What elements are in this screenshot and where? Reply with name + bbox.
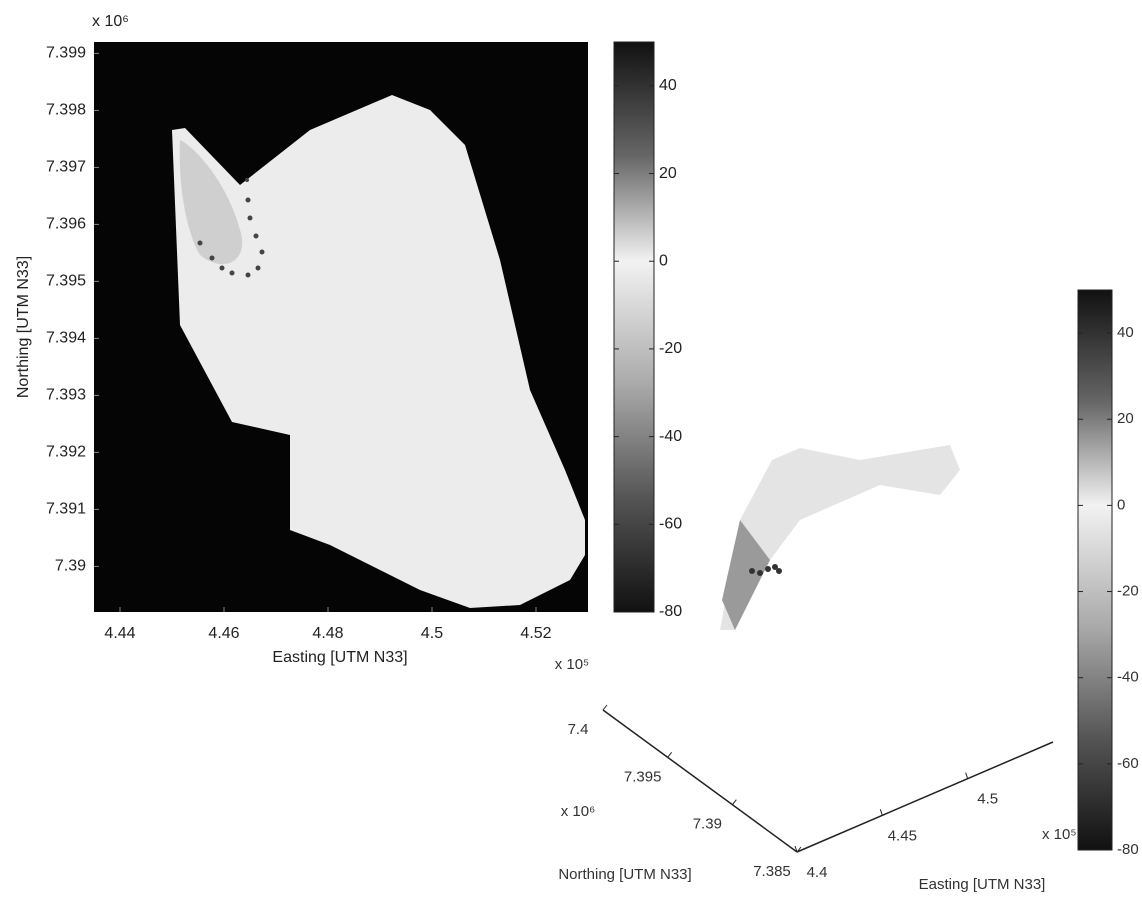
y-tick-label: 7.394 bbox=[46, 330, 86, 347]
page: x 10⁶ Easting [UTM N33] Northing [UTM N3… bbox=[0, 0, 1142, 897]
y-tick-label: 7.391 bbox=[46, 501, 86, 518]
x-tick bbox=[966, 773, 968, 779]
colorbar bbox=[1078, 290, 1112, 850]
colorbar bbox=[614, 42, 654, 612]
colorbar-tick-label: -20 bbox=[659, 340, 682, 357]
x-tick-label: 4.5 bbox=[977, 791, 998, 808]
colorbar-tick-label: 20 bbox=[659, 165, 677, 182]
y-tick bbox=[668, 752, 672, 757]
y-tick-label: 7.39 bbox=[55, 558, 86, 575]
colorbar-tick-label: -40 bbox=[659, 428, 682, 445]
colorbar-tick-label: 0 bbox=[1117, 496, 1125, 513]
y-tick-label: 7.395 bbox=[624, 768, 662, 785]
x-tick-label: 4.45 bbox=[888, 827, 917, 844]
y-tick-label: 7.399 bbox=[46, 45, 86, 62]
surface bbox=[720, 445, 960, 630]
x-tick-label: 4.52 bbox=[520, 625, 551, 642]
x-exponent: x 10⁵ bbox=[1042, 826, 1077, 843]
z-exponent: x 10⁵ bbox=[555, 656, 590, 673]
colorbar-tick-label: -80 bbox=[659, 603, 682, 620]
x-tick-label: 4.4 bbox=[807, 864, 828, 881]
x-tick-label: 4.46 bbox=[208, 625, 239, 642]
y-tick bbox=[603, 705, 607, 710]
x-axis-label: Easting [UTM N33] bbox=[919, 876, 1046, 893]
colorbar-tick-label: -80 bbox=[1117, 841, 1139, 858]
figure: x 10⁶ Easting [UTM N33] Northing [UTM N3… bbox=[0, 0, 1142, 897]
colorbar-tick-label: -20 bbox=[1117, 583, 1139, 600]
y-tick bbox=[732, 800, 736, 805]
x-tick bbox=[880, 809, 882, 815]
y-tick-label: 7.39 bbox=[693, 816, 722, 833]
y-tick-label: 7.385 bbox=[753, 863, 791, 880]
y-tick-label: 7.393 bbox=[46, 387, 86, 404]
x-tick-label: 4.44 bbox=[104, 625, 135, 642]
y-tick-label: 7.398 bbox=[46, 102, 86, 119]
y-tick-label: 7.396 bbox=[46, 216, 86, 233]
colorbar-tick-label: 0 bbox=[659, 252, 668, 269]
colorbar-tick-label: -40 bbox=[1117, 669, 1139, 686]
map-panel: x 10⁶ Easting [UTM N33] Northing [UTM N3… bbox=[15, 13, 682, 666]
y-exponent: x 10⁶ bbox=[561, 803, 596, 820]
y-axis-label: Northing [UTM N33] bbox=[15, 256, 32, 398]
y-tick-label: 7.397 bbox=[46, 159, 86, 176]
colorbar-tick-label: 40 bbox=[1117, 324, 1134, 341]
easting-axis bbox=[797, 742, 1053, 852]
colorbar-tick-label: 40 bbox=[659, 77, 677, 94]
x-tick-label: 4.5 bbox=[421, 625, 443, 642]
x-axis-label: Easting [UTM N33] bbox=[272, 649, 407, 666]
y-tick-label: 7.4 bbox=[568, 721, 589, 738]
colorbar-tick-label: 20 bbox=[1117, 410, 1134, 427]
x-tick-label: 4.48 bbox=[312, 625, 343, 642]
colorbar-tick-label: -60 bbox=[659, 516, 682, 533]
y-exponent: x 10⁶ bbox=[92, 13, 129, 30]
y-tick-label: 7.395 bbox=[46, 273, 86, 290]
y-axis-label: Northing [UTM N33] bbox=[558, 866, 691, 883]
y-tick-label: 7.392 bbox=[46, 444, 86, 461]
colorbar-tick-label: -60 bbox=[1117, 755, 1139, 772]
